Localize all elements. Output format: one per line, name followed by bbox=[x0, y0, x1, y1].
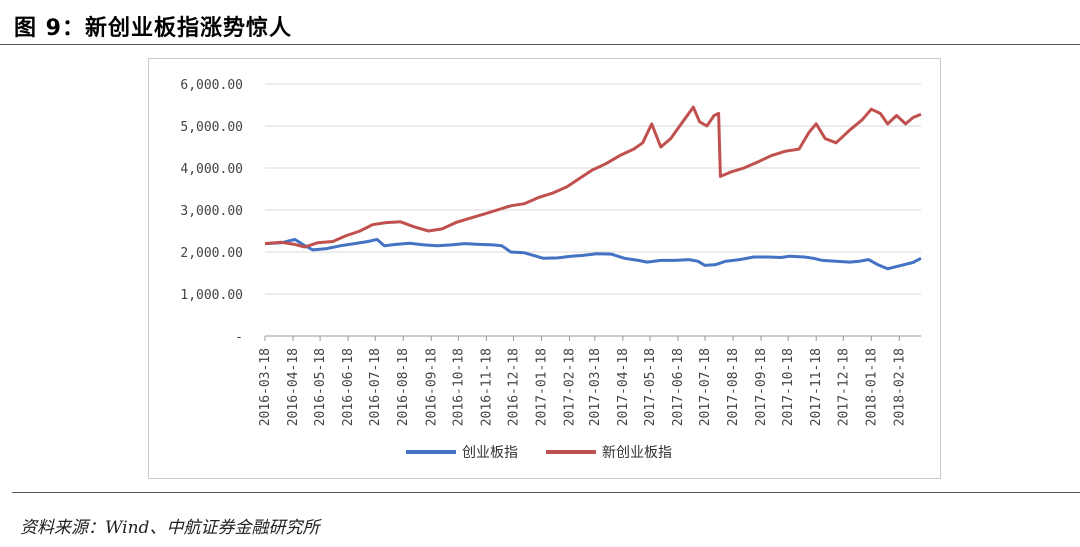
x-tick-label: 2016-08-18 bbox=[396, 348, 411, 426]
x-tick-label: 2016-05-18 bbox=[313, 348, 328, 426]
x-tick-label: 2016-09-18 bbox=[424, 348, 439, 426]
bottom-divider bbox=[12, 492, 1080, 493]
y-tick-label: 5,000.00 bbox=[180, 120, 243, 135]
y-tick-label: 2,000.00 bbox=[180, 246, 243, 261]
chart-frame: - 1,000.00 2,000.00 3,000.00 4,000.00 5,000.0… bbox=[148, 58, 941, 479]
x-tick-label: 2017-04-18 bbox=[616, 348, 631, 426]
x-tick-label: 2017-09-18 bbox=[754, 348, 769, 426]
x-tick-label: 2016-07-18 bbox=[368, 348, 383, 426]
x-tick-label: 2018-02-18 bbox=[892, 348, 907, 426]
legend: 创业板指 新创业板指 bbox=[406, 445, 672, 461]
legend-label: 创业板指 bbox=[462, 445, 518, 461]
x-tick-label: 2016-03-18 bbox=[258, 348, 273, 426]
x-tick-label: 2017-08-18 bbox=[726, 348, 741, 426]
x-tick-label: 2017-11-18 bbox=[809, 348, 824, 426]
x-tick-label: 2016-11-18 bbox=[479, 348, 494, 426]
x-tick-label: 2017-06-18 bbox=[671, 348, 686, 426]
gridlines bbox=[265, 83, 921, 295]
x-tick-label: 2016-04-18 bbox=[286, 348, 301, 426]
x-tick-label: 2016-12-18 bbox=[506, 348, 521, 426]
x-tick-label: 2017-02-18 bbox=[563, 348, 578, 426]
x-tick-label: 2017-10-18 bbox=[781, 348, 796, 426]
figure-title: 图 9：新创业板指涨势惊人 bbox=[14, 16, 292, 41]
x-tick-label: 2016-06-18 bbox=[341, 348, 356, 426]
x-tick-label: 2017-07-18 bbox=[698, 348, 713, 426]
y-tick-label: - bbox=[235, 330, 243, 345]
series-line-chuangyeban bbox=[264, 237, 922, 271]
y-tick-label: 1,000.00 bbox=[180, 288, 243, 303]
x-tick-label: 2016-10-18 bbox=[451, 348, 466, 426]
y-axis: - 1,000.00 2,000.00 3,000.00 4,000.00 5,000.0… bbox=[180, 78, 243, 345]
series-lines bbox=[264, 105, 922, 271]
y-tick-label: 6,000.00 bbox=[180, 78, 243, 93]
y-tick-label: 3,000.00 bbox=[180, 204, 243, 219]
source-note: 资料来源：Wind、中航证券金融研究所 bbox=[20, 518, 320, 538]
series-line-new-chuangyeban bbox=[264, 105, 922, 249]
line-chart: - 1,000.00 2,000.00 3,000.00 4,000.00 5,000.0… bbox=[180, 78, 922, 461]
x-tick-label: 2017-03-18 bbox=[588, 348, 603, 426]
legend-label: 新创业板指 bbox=[602, 445, 672, 461]
x-tick-label: 2017-01-18 bbox=[534, 348, 549, 426]
x-tick-label: 2017-05-18 bbox=[643, 348, 658, 426]
x-tick-label: 2018-01-18 bbox=[864, 348, 879, 426]
y-tick-label: 4,000.00 bbox=[180, 162, 243, 177]
x-axis: 2016-03-18 2016-04-18 2016-05-18 2016-06-18… bbox=[258, 335, 921, 426]
top-divider bbox=[0, 44, 1080, 45]
x-tick-label: 2017-12-18 bbox=[836, 348, 851, 426]
